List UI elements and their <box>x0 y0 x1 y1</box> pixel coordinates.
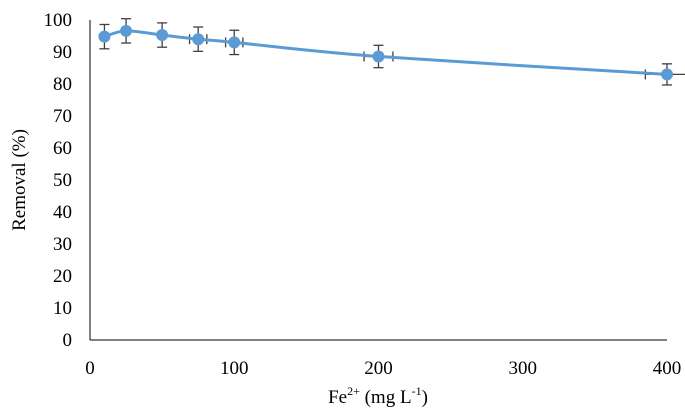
y-tick-label: 10 <box>53 298 72 319</box>
x-axis-title-base: Fe <box>328 387 347 408</box>
y-tick-label: 20 <box>53 266 72 287</box>
data-point <box>120 24 133 37</box>
x-axis-title-sup: 2+ <box>347 384 360 398</box>
data-points <box>98 24 673 81</box>
x-axis-title-end: ) <box>422 387 428 408</box>
data-point <box>228 36 241 49</box>
y-tick-label: 90 <box>53 42 72 63</box>
series-line <box>103 29 668 76</box>
data-point <box>192 33 205 46</box>
x-tick-label: 100 <box>220 358 249 379</box>
y-tick-label: 40 <box>53 202 72 223</box>
y-tick-label: 60 <box>53 138 72 159</box>
x-tick-label: 0 <box>85 358 95 379</box>
x-axis-title-rest: (mg L <box>360 387 412 408</box>
y-tick-label: 30 <box>53 234 72 255</box>
x-tick-label: 200 <box>364 358 393 379</box>
data-point <box>98 30 111 43</box>
y-tick-label: 100 <box>44 10 73 31</box>
y-tick-label: 50 <box>53 170 72 191</box>
x-axis-title: Fe2+ (mg L-1) <box>328 384 428 408</box>
x-axis-title-sup2: -1 <box>412 384 422 398</box>
x-tick-labels: 0 100 200 300 400 <box>85 358 681 379</box>
y-tick-label: 80 <box>53 74 72 95</box>
y-axis-title: Removal (%) <box>9 129 30 231</box>
y-tick-labels: 0 10 20 30 40 50 60 70 80 90 100 <box>44 10 73 351</box>
x-tick-label: 300 <box>509 358 538 379</box>
data-point <box>372 50 385 63</box>
data-point <box>661 68 673 81</box>
y-tick-label: 0 <box>63 330 73 351</box>
y-tick-label: 70 <box>53 106 72 127</box>
data-point <box>156 29 169 42</box>
error-bars <box>99 18 685 86</box>
x-tick-label: 400 <box>653 358 682 379</box>
